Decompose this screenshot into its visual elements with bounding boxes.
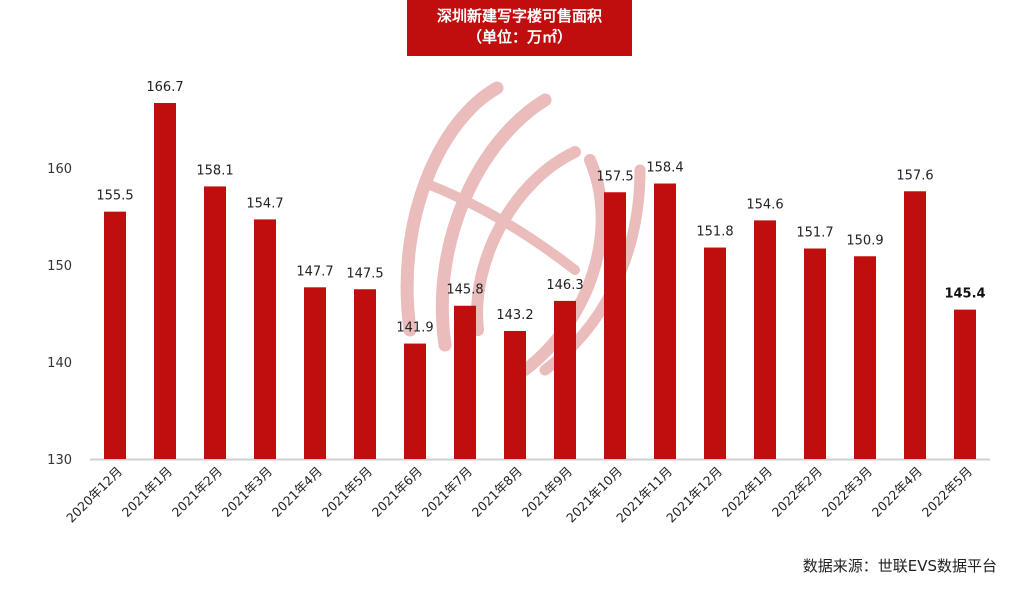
value-labels: 155.5 166.7 158.1 154.7 147.7 147.5 141.9 145.8… [96,80,985,336]
x-tick-label: 2022年2月 [769,464,825,520]
x-tick-label: 2022年1月 [719,464,775,520]
x-tick-label: 2021年3月 [219,464,275,520]
x-tick-label: 2021年2月 [169,464,225,520]
bar [504,330,526,459]
bar [904,191,926,459]
bar [204,186,226,459]
x-tick-label: 2021年8月 [469,464,525,520]
chart-title-unit: （单位：万㎡） [466,28,572,46]
x-tick-label: 2022年5月 [919,464,975,520]
bar [354,289,376,459]
bar [104,211,126,459]
y-tick-label: 130 [47,453,72,468]
bar-value-label: 143.2 [496,308,533,323]
x-tick-label: 2020年12月 [63,464,125,526]
y-axis: 130 140 150 160 [47,162,72,468]
bar [954,309,976,459]
bar-value-label: 145.4 [944,287,985,302]
bar-value-label: 147.7 [296,264,333,279]
x-tick-label: 2022年4月 [869,464,925,520]
x-tick-label: 2021年7月 [419,464,475,520]
bar [404,343,426,459]
bar [804,248,826,459]
bar-value-label: 166.7 [146,80,183,95]
bar-value-label: 146.3 [546,278,583,293]
bar [854,256,876,459]
bar [704,247,726,459]
bar-value-label: 157.6 [896,168,933,183]
data-source-note: 数据来源：世联EVS数据平台 [802,557,997,575]
bar-value-label: 158.4 [646,161,683,176]
bar [154,103,176,459]
x-tick-label: 2021年5月 [319,464,375,520]
x-tick-label: 2021年6月 [369,464,425,520]
y-tick-label: 140 [47,356,72,371]
y-tick-label: 160 [47,162,72,177]
bar-value-label: 155.5 [96,189,133,204]
bar [254,219,276,459]
bar-value-label: 145.8 [446,283,483,298]
bar-value-label: 154.6 [746,197,783,212]
x-axis-labels: 2020年12月2021年1月2021年2月2021年3月2021年4月2021… [63,464,975,526]
bar [604,192,626,459]
bar [754,220,776,459]
y-tick-label: 150 [47,259,72,274]
bar [654,183,676,459]
x-tick-label: 2021年1月 [119,464,175,520]
bar-value-label: 141.9 [396,321,433,336]
bar-value-label: 154.7 [246,196,283,211]
bar [454,305,476,459]
bar-value-label: 150.9 [846,233,883,248]
x-tick-label: 2021年4月 [269,464,325,520]
bar-value-label: 158.1 [196,163,233,178]
bar [304,287,326,459]
bar-value-label: 147.5 [346,266,383,281]
chart-title-line1: 深圳新建写字楼可售面积 [436,7,602,25]
bar-value-label: 157.5 [596,169,633,184]
x-tick-label: 2022年3月 [819,464,875,520]
chart-title: 深圳新建写字楼可售面积 （单位：万㎡） [407,0,632,56]
bar-value-label: 151.7 [796,226,833,241]
bar-value-label: 151.8 [696,225,733,240]
bar [554,300,576,459]
bars [104,103,976,459]
